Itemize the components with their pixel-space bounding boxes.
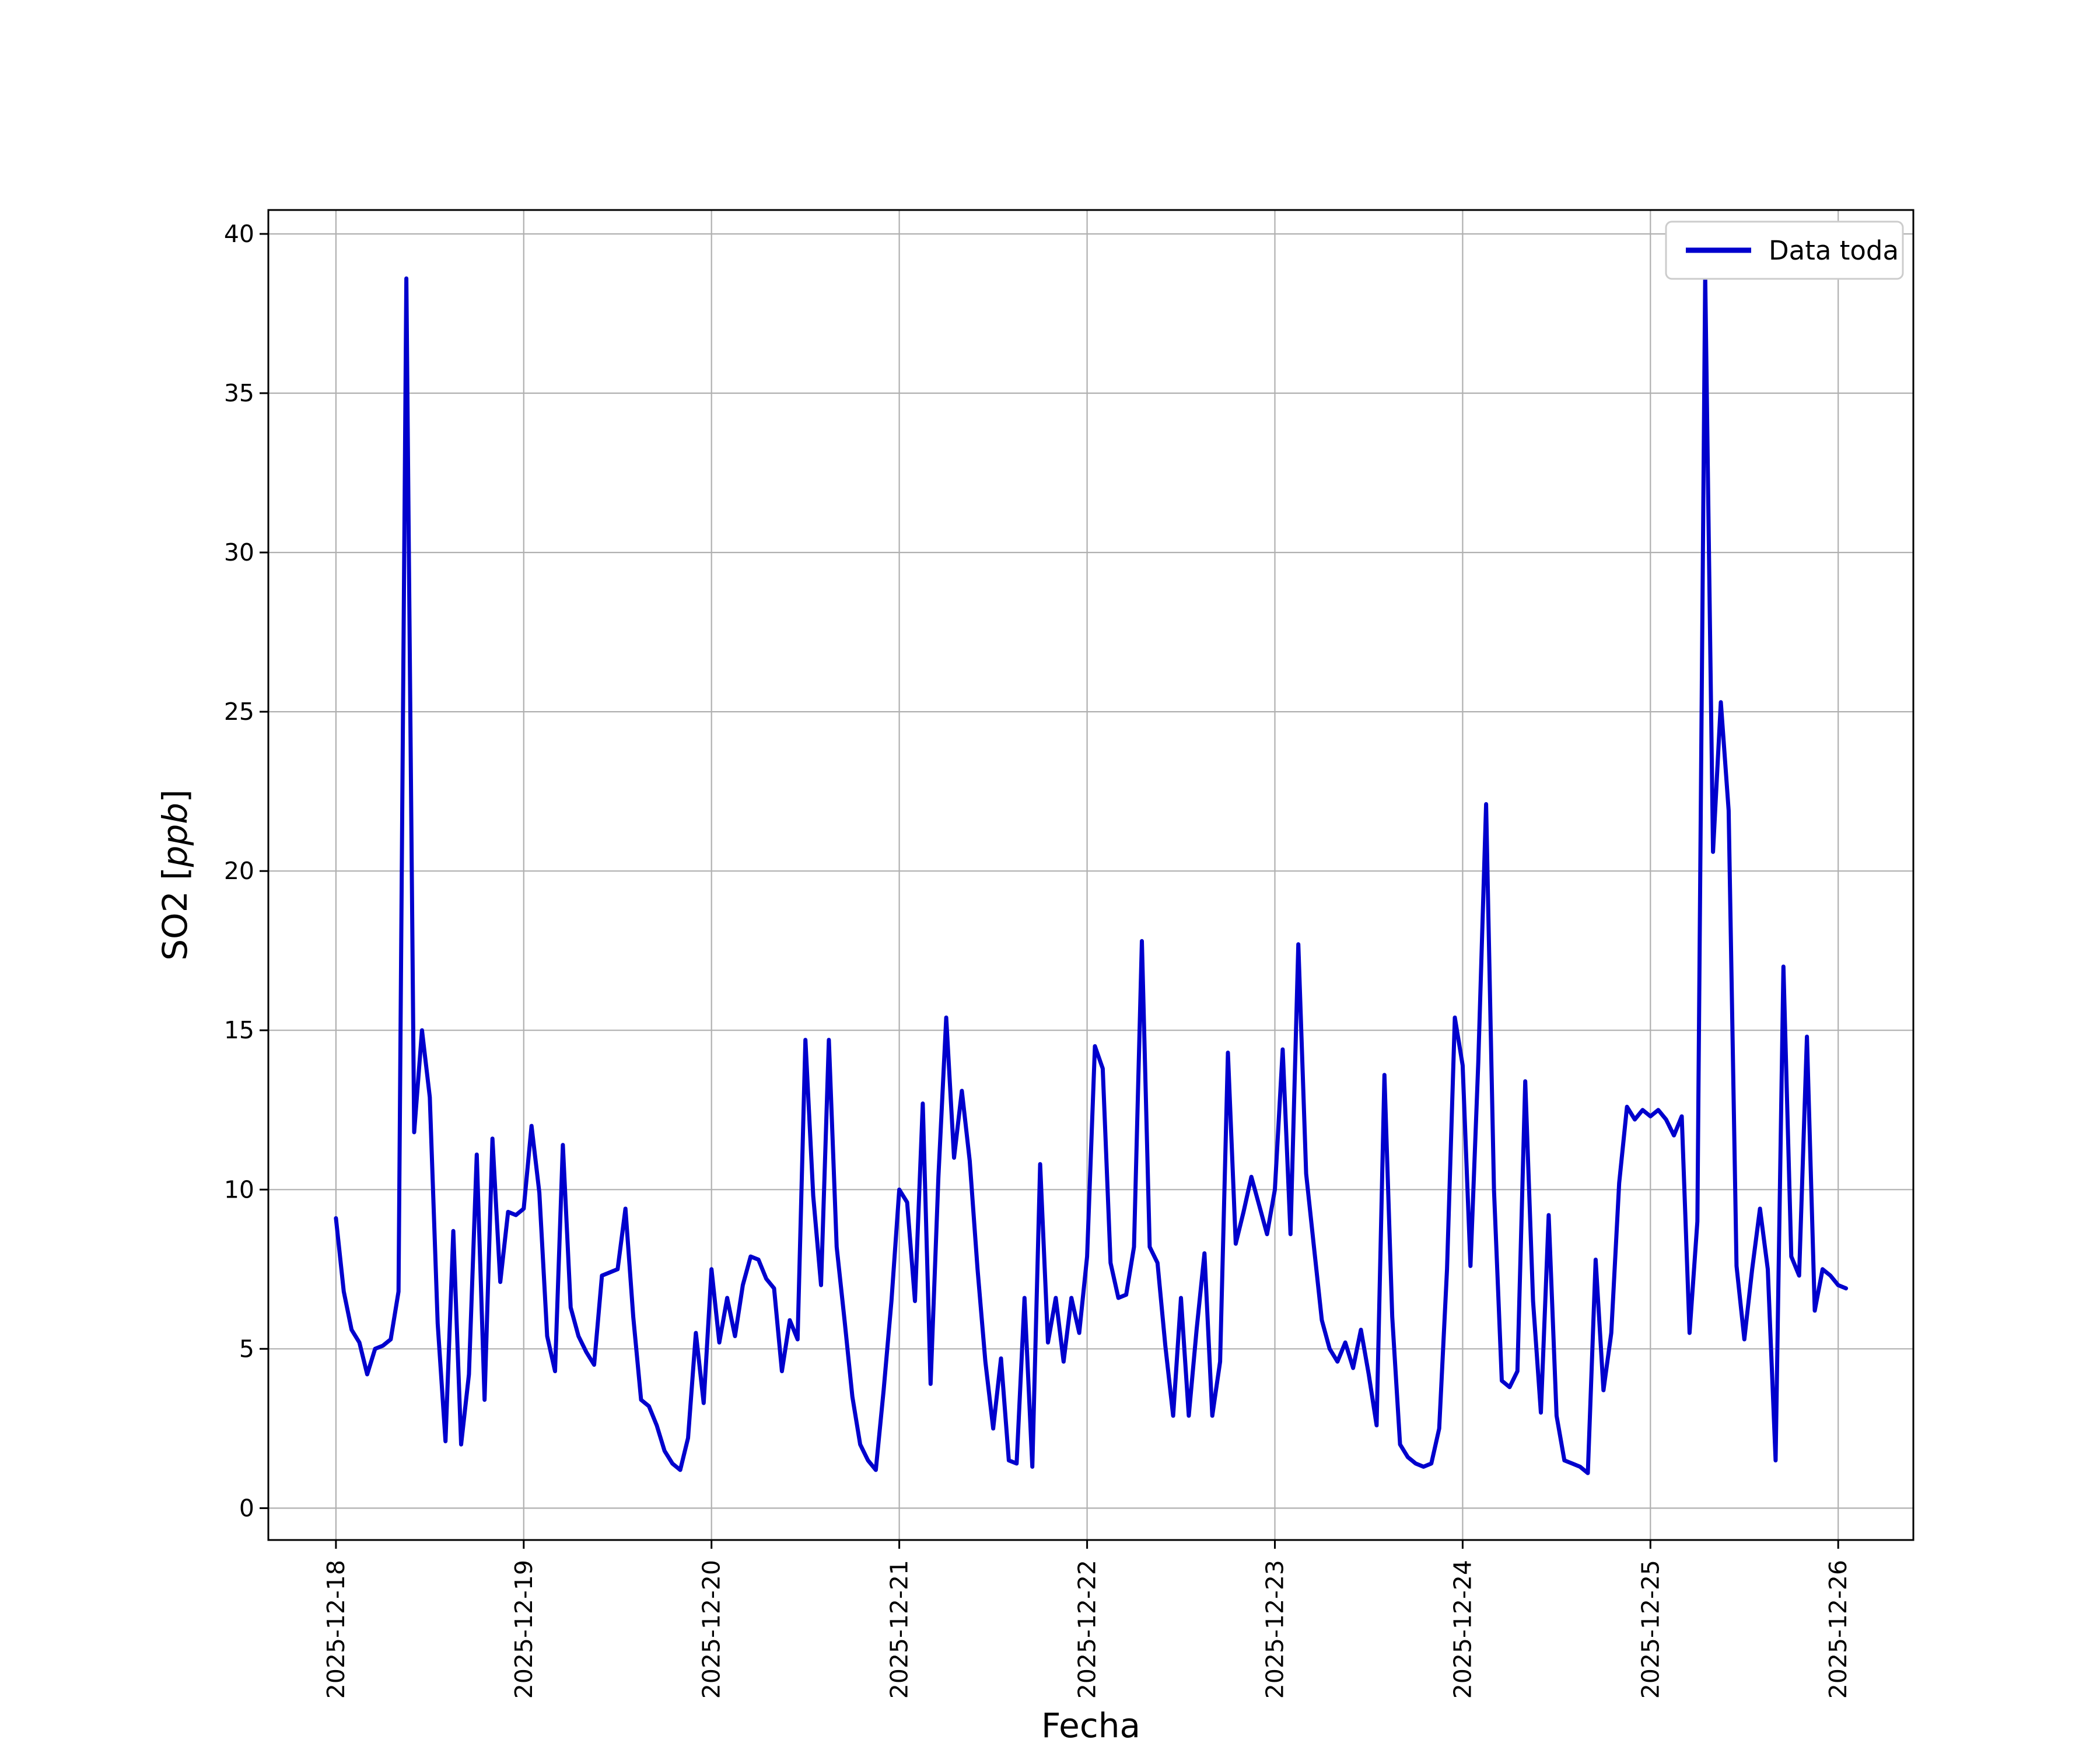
x-tick-label: 2025-12-26 [1824,1560,1852,1699]
x-tick-label: 2025-12-22 [1073,1560,1101,1699]
x-tick-label: 2025-12-20 [698,1560,726,1699]
x-tick-label: 2025-12-25 [1636,1560,1664,1699]
axes-border [267,209,1915,1541]
x-tick-label: 2025-12-19 [510,1560,538,1699]
y-axis-label: SO2 [ppb] [155,789,195,961]
y-tick-label: 35 [224,379,254,407]
x-axis-label: Fecha [1041,1706,1140,1745]
y-tick-label: 25 [224,698,254,726]
x-tick-label: 2025-12-23 [1261,1560,1289,1699]
legend-box [1665,220,1904,280]
y-tick-label: 0 [239,1494,254,1522]
y-tick-label: 20 [224,857,254,885]
y-tick-label: 5 [239,1335,254,1363]
y-tick-label: 10 [224,1175,254,1203]
data-series [334,273,1849,1475]
legend: Data toda [1665,220,1904,280]
gridlines [268,210,1913,1540]
x-tick-label: 2025-12-18 [322,1560,350,1699]
y-tick-label: 15 [224,1016,254,1044]
x-tick-label: 2025-12-21 [886,1560,914,1699]
y-tick-label: 30 [224,538,254,566]
data-line [334,273,1849,1475]
x-tick-label: 2025-12-24 [1448,1560,1476,1699]
y-tick-label: 40 [224,220,254,248]
axis-ticks: 2025-12-18 2025-12-19 2025-12-20 2025-12-21… [224,220,1852,1699]
legend-label: Data toda [1769,235,1899,266]
